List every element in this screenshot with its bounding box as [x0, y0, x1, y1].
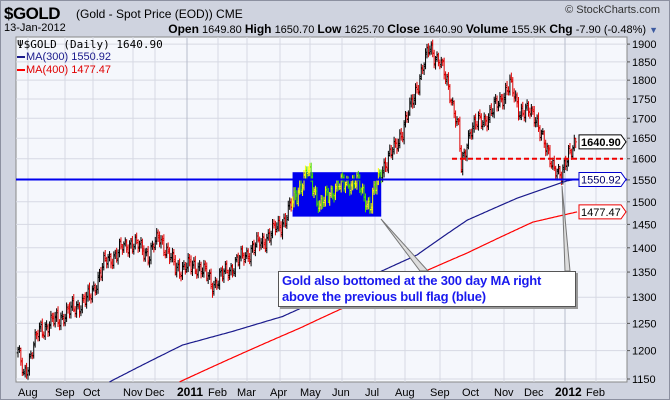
high-value: 1650.70 [274, 24, 315, 36]
x-tick-label: 2011 [177, 385, 203, 399]
price-bar [574, 137, 577, 149]
quote-summary: Open 1649.80 High 1650.70 Low 1625.70 Cl… [168, 22, 658, 37]
ma400-last-label-box [578, 204, 627, 220]
y-tick-label: 1750 [632, 94, 656, 106]
copyright: © StockCharts.com [565, 4, 660, 16]
y-tick-label: 1400 [632, 243, 656, 255]
x-tick-label: Oct [83, 387, 100, 399]
ma300-swatch [17, 56, 25, 59]
y-tick-label: 1450 [632, 219, 656, 231]
high-label: High [244, 22, 272, 36]
y-tick-label: 1850 [632, 57, 656, 69]
y-tick-label: 1500 [632, 197, 656, 209]
x-tick-label: Sep [430, 387, 450, 399]
x-tick-label: May [300, 387, 321, 399]
x-tick-label: Nov [123, 387, 143, 399]
close-label: Close [387, 22, 420, 36]
x-tick-label: Aug [395, 387, 415, 399]
legend-ma300: MA(300) 1550.92 [17, 51, 163, 64]
x-tick-label: Feb [208, 387, 227, 399]
legend-price-text: $GOLD (Daily) 1640.90 [23, 38, 163, 51]
symbol-description: (Gold - Spot Price (EOD)) CME [76, 7, 243, 21]
legend-price: Ψ$GOLD (Daily) 1640.90 [17, 38, 163, 51]
x-tick-label: Oct [462, 387, 479, 399]
x-tick-label: Apr [270, 387, 287, 399]
annotation-line-1: Gold also bottomed at the 300 day MA rig… [282, 273, 542, 288]
close-value: 1640.90 [423, 24, 463, 36]
x-tick-label: Jun [332, 387, 350, 399]
y-tick-label: 1600 [632, 154, 656, 166]
x-tick-label: 2012 [555, 385, 582, 399]
ma300-last-label-text: 1550.92 [581, 175, 621, 187]
legend-ma400: MA(400) 1477.47 [17, 64, 163, 77]
open-value: 1649.80 [202, 24, 242, 36]
open-label: Open [168, 22, 199, 36]
ohlc-icon: Ψ [17, 38, 24, 51]
ma400-last-label: 1477.47 [578, 204, 627, 220]
x-tick-label: Mar [237, 387, 256, 399]
quote-date: 13-Jan-2012 [4, 22, 66, 34]
chg-label: Chg [549, 22, 573, 36]
y-tick-label: 1700 [632, 113, 656, 125]
low-label: Low [317, 22, 342, 36]
chg-dropdown-icon[interactable]: ▼ [649, 25, 658, 35]
y-tick-label: 1800 [632, 75, 656, 87]
chart-legend: Ψ$GOLD (Daily) 1640.90 MA(300) 1550.92 M… [17, 38, 163, 77]
y-tick-label: 1550 [632, 175, 656, 187]
annotation-callout: Gold also bottomed at the 300 day MA rig… [278, 271, 576, 307]
ma300-last-label: 1550.92 [578, 172, 627, 188]
price-last-label-box [578, 134, 627, 150]
y-tick-label: 1300 [632, 292, 656, 304]
x-tick-label: Nov [494, 387, 514, 399]
y-tick-label: 1250 [632, 318, 656, 330]
x-tick-label: Dec [145, 387, 165, 399]
legend-ma300-text: MA(300) 1550.92 [26, 51, 111, 63]
price-last-label-text: 1640.90 [581, 137, 621, 149]
x-tick-label: Jul [365, 387, 379, 399]
y-tick-label: 1650 [632, 133, 656, 145]
legend-ma400-text: MA(400) 1477.47 [26, 64, 111, 76]
x-tick-label: Aug [18, 387, 38, 399]
volume-label: Volume [465, 22, 509, 36]
y-tick-label: 1200 [632, 346, 656, 358]
price-last-label: 1640.90 [578, 134, 627, 150]
ma400-last-label-text: 1477.47 [581, 207, 621, 219]
annotation-line-2: above the previous bull flag (blue) [282, 289, 486, 304]
y-tick-label: 1150 [632, 374, 656, 386]
y-tick-label: 1900 [632, 39, 656, 51]
chg-value: -7.90 (-0.48%) [575, 24, 647, 36]
x-tick-label: Sep [55, 387, 75, 399]
x-tick-label: Dec [524, 387, 544, 399]
symbol: $GOLD [4, 4, 61, 23]
ma300-last-label-box [578, 172, 627, 188]
ma400-swatch [17, 69, 25, 72]
y-tick-label: 1350 [632, 267, 656, 279]
volume-value: 155.9K [511, 24, 547, 36]
low-value: 1625.70 [344, 24, 385, 36]
x-tick-label: Feb [586, 387, 605, 399]
